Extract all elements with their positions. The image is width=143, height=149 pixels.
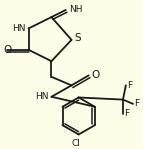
Text: HN: HN [12,24,26,33]
Text: F: F [124,109,130,118]
Text: F: F [134,99,140,108]
Text: O: O [92,70,100,80]
Text: S: S [74,33,81,43]
Text: Cl: Cl [71,139,80,148]
Text: F: F [127,81,132,90]
Text: NH: NH [69,6,82,14]
Text: O: O [3,45,11,55]
Text: HN: HN [35,92,49,101]
